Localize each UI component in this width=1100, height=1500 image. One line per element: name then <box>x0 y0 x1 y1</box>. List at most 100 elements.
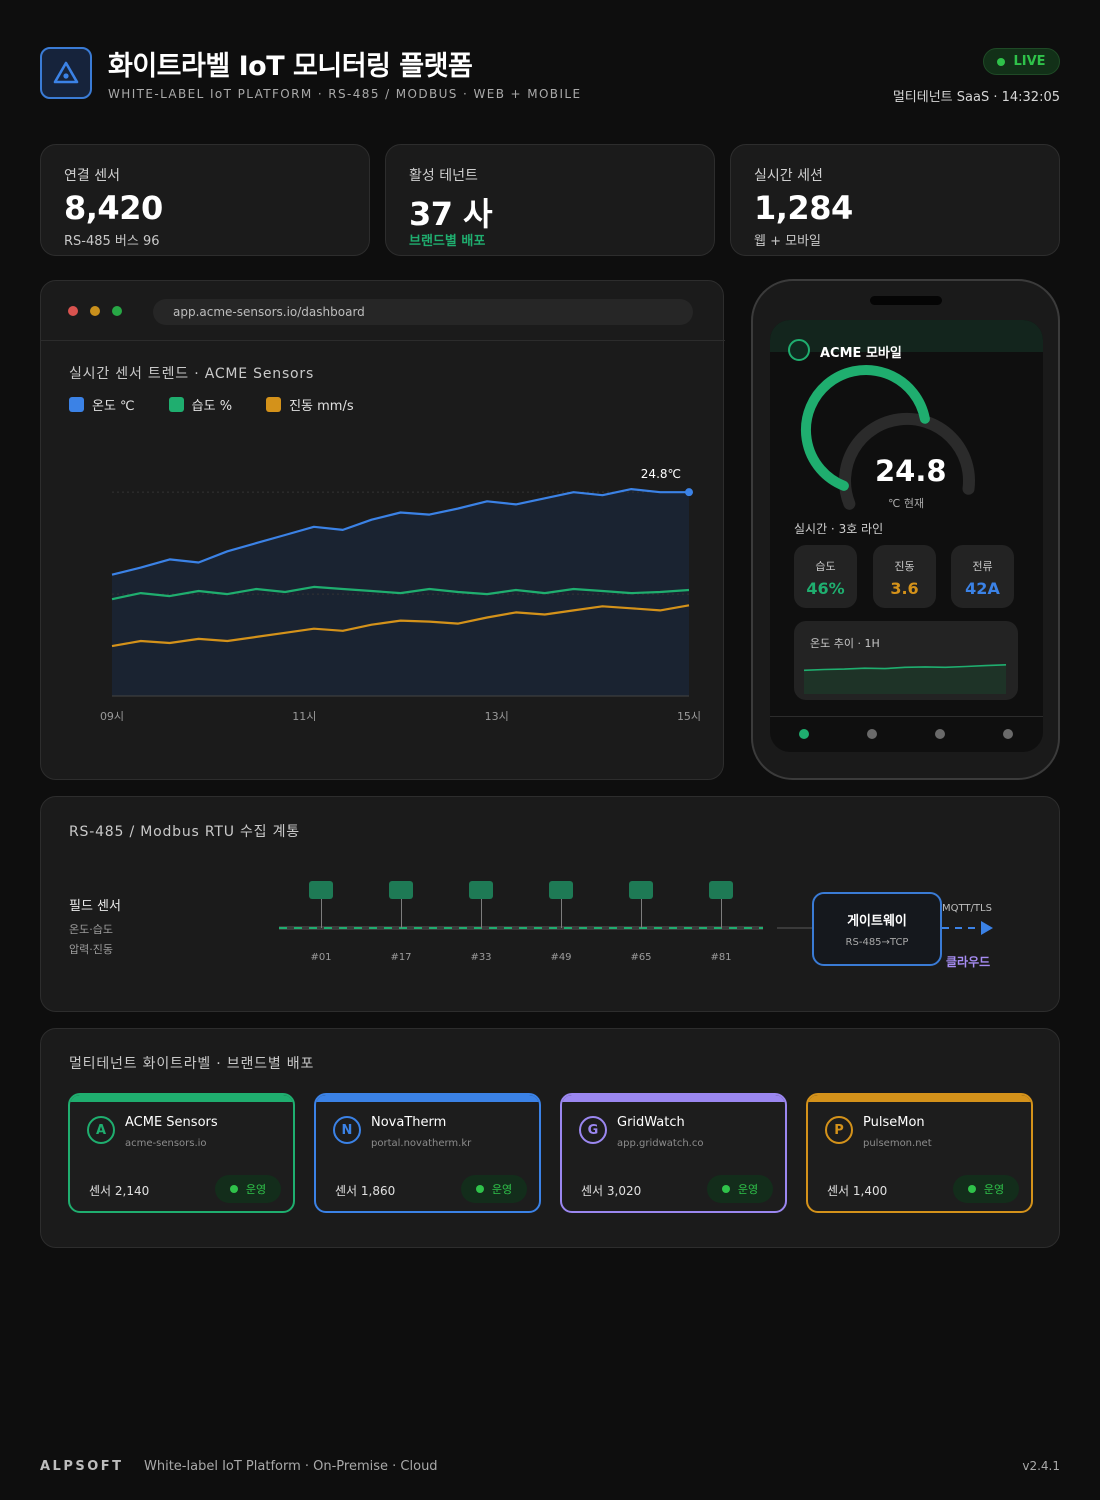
tenant-sensor-count: 센서 2,140 <box>89 1184 150 1198</box>
stat-label: 연결 센서 <box>64 168 120 184</box>
node-label: #01 <box>310 952 332 963</box>
header-meta: 멀티테넌트 SaaS · 14:32:05 <box>892 90 1060 105</box>
node-label: #33 <box>470 952 492 963</box>
status-label: 운영 <box>245 1183 267 1196</box>
mini-trend-line <box>803 664 1007 672</box>
logo-icon <box>40 47 92 99</box>
live-badge: LIVE <box>983 48 1060 75</box>
sensor-node[interactable] <box>629 881 653 899</box>
data-label: 24.8℃ <box>641 467 681 481</box>
x-tick-label: 11시 <box>292 710 316 723</box>
legend-item-vibration: 진동 mm/s <box>266 395 354 414</box>
tile-vibration[interactable]: 진동 3.6 <box>873 545 936 608</box>
nav-item-icon[interactable] <box>1003 729 1013 739</box>
gauge-value-arc <box>800 365 930 491</box>
sensor-node[interactable] <box>549 881 573 899</box>
status-dot-icon <box>967 1185 976 1193</box>
tenant-name: GridWatch <box>617 1115 685 1130</box>
status-badge: 운영 <box>215 1175 281 1203</box>
maximize-dot-icon[interactable] <box>112 306 122 316</box>
tenant-accent-bar <box>562 1095 785 1102</box>
x-tick-label: 09시 <box>100 710 124 723</box>
footer-desc: White-label IoT Platform · On-Premise · … <box>144 1459 438 1474</box>
gauge-value: 24.8 <box>875 454 947 488</box>
gateway-node[interactable]: 게이트웨이 RS-485→TCP <box>812 892 942 966</box>
stat-value: 8,420 <box>64 189 163 227</box>
tenant-card[interactable]: G GridWatch app.gridwatch.co 센서 3,020 운영 <box>560 1093 787 1213</box>
stat-label: 활성 테넌트 <box>409 168 478 184</box>
gauge-unit: ℃ 현재 <box>888 497 925 510</box>
sensor-node[interactable] <box>469 881 493 899</box>
status-label: 운영 <box>491 1183 513 1196</box>
tenant-domain: portal.novatherm.kr <box>371 1138 472 1149</box>
nav-divider <box>770 716 1043 717</box>
close-dot-icon[interactable] <box>68 306 78 316</box>
node-label: #81 <box>710 952 732 963</box>
stat-card-sessions: 실시간 세션 1,284 웹 + 모바일 <box>730 144 1060 256</box>
nav-item-icon[interactable] <box>867 729 877 739</box>
tenant-accent-bar <box>316 1095 539 1102</box>
stat-card-tenants: 활성 테넌트 37 사 브랜드별 배포 <box>385 144 715 256</box>
tile-label: 습도 <box>815 560 836 573</box>
tenant-avatar: G <box>579 1116 607 1144</box>
tenant-card[interactable]: N NovaTherm portal.novatherm.kr 센서 1,860 운영 <box>314 1093 541 1213</box>
stat-sub: 웹 + 모바일 <box>754 234 821 249</box>
stat-sub: RS-485 버스 96 <box>64 234 160 249</box>
status-dot-icon <box>721 1185 730 1193</box>
stat-value: 1,284 <box>754 189 853 227</box>
node-stem <box>401 899 402 928</box>
legend-item-humidity: 습도 % <box>168 395 232 414</box>
status-label: 운영 <box>737 1183 759 1196</box>
trend-chart: 24.8℃ 09시 11시 13시 15시 <box>100 467 701 723</box>
tenant-name: PulseMon <box>863 1115 925 1130</box>
node-label: #65 <box>630 952 652 963</box>
gauge <box>800 365 975 510</box>
legend-label: 진동 mm/s <box>289 399 354 414</box>
sensor-node[interactable] <box>389 881 413 899</box>
sensor-node[interactable] <box>309 881 333 899</box>
chart-legend: 온도 ℃ 습도 % 진동 mm/s <box>69 395 354 414</box>
tenant-accent-bar <box>70 1095 293 1102</box>
mini-trend-chart <box>803 664 1007 694</box>
tile-value: 3.6 <box>890 579 919 598</box>
gauge-track <box>839 412 975 510</box>
trend-card[interactable]: 온도 추이 · 1H <box>794 621 1018 700</box>
tenant-sensor-count: 센서 1,400 <box>827 1184 888 1198</box>
tenant-sensor-count: 센서 1,860 <box>335 1184 396 1198</box>
page-title: 화이트라벨 IoT 모니터링 플랫폼 <box>108 51 473 82</box>
node-label: #49 <box>550 952 572 963</box>
tile-humidity[interactable]: 습도 46% <box>794 545 857 608</box>
tenant-card[interactable]: A ACME Sensors acme-sensors.io 센서 2,140 운영 <box>68 1093 295 1213</box>
app-logo-icon <box>788 339 810 361</box>
trend-label: 온도 추이 · 1H <box>810 637 880 650</box>
page-subtitle: WHITE-LABEL IoT PLATFORM · RS-485 / MODB… <box>108 87 582 101</box>
tenant-card[interactable]: P PulseMon pulsemon.net 센서 1,400 운영 <box>806 1093 1033 1213</box>
live-dot-icon <box>997 57 1006 66</box>
tenant-avatar: P <box>825 1116 853 1144</box>
status-label: 운영 <box>983 1183 1005 1196</box>
x-tick-label: 15시 <box>677 710 701 723</box>
node-label: #17 <box>390 952 412 963</box>
x-tick-label: 13시 <box>485 710 509 723</box>
nav-item-icon[interactable] <box>935 729 945 739</box>
series-line-2 <box>111 604 690 648</box>
last-point <box>685 488 693 497</box>
tile-current[interactable]: 전류 42A <box>951 545 1014 608</box>
tenants-panel: 멀티테넌트 화이트라벨 · 브랜드별 배포 A ACME Sensors acme-… <box>40 1028 1060 1248</box>
minimize-dot-icon[interactable] <box>90 306 100 316</box>
field-line: 압력·진동 <box>69 943 113 956</box>
status-dot-icon <box>475 1185 484 1193</box>
app-header-bg <box>770 320 1043 352</box>
protocol-label: MQTT/TLS <box>942 903 992 914</box>
node-stem <box>641 899 642 928</box>
nav-home-icon[interactable] <box>799 729 809 739</box>
sensor-node[interactable] <box>709 881 733 899</box>
tenant-name: ACME Sensors <box>125 1115 218 1130</box>
tenant-domain: app.gridwatch.co <box>617 1138 704 1149</box>
url-bar[interactable]: app.acme-sensors.io/dashboard <box>153 299 693 325</box>
chart-title: 실시간 센서 트렌드 · ACME Sensors <box>69 366 315 382</box>
mini-trend-area <box>804 664 1006 694</box>
tile-value: 46% <box>806 579 845 598</box>
bus-lines <box>279 921 993 935</box>
gateway-sub: RS-485→TCP <box>845 937 909 948</box>
